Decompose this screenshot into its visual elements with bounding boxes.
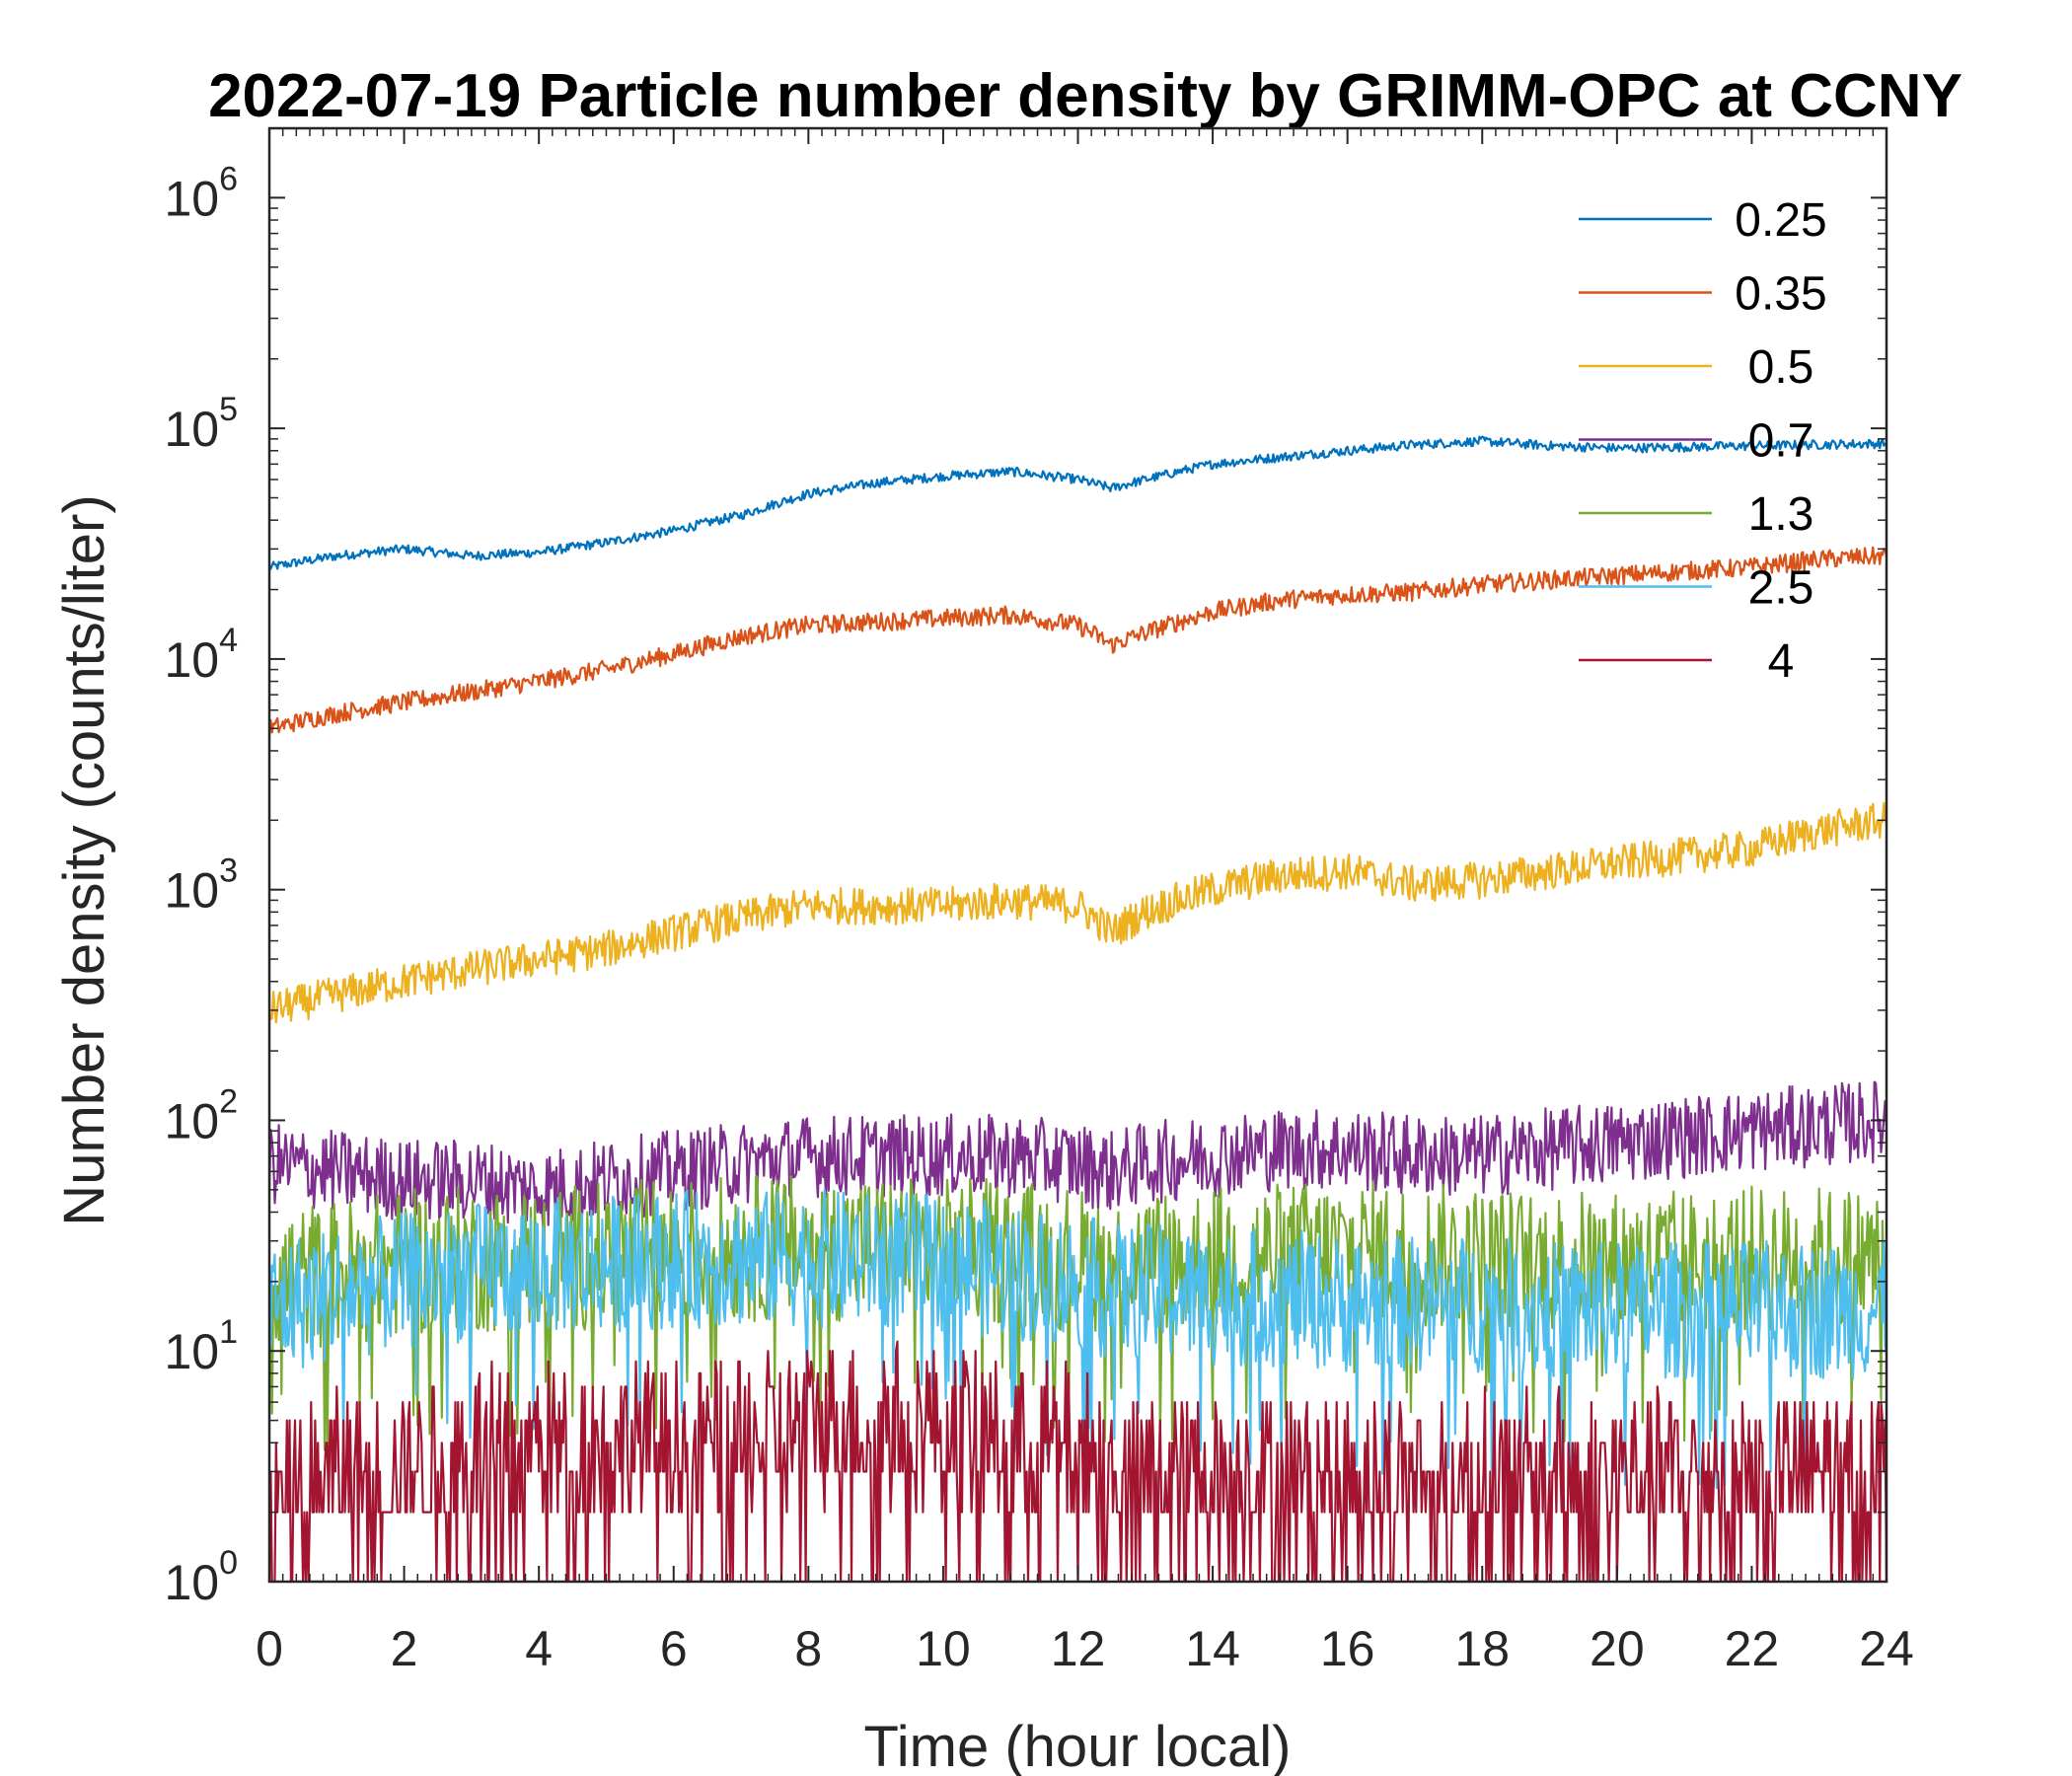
y-axis-tick-labels: 100 101 102 103 104 105 106 [164,160,238,1610]
x-tick-label: 14 [1185,1621,1240,1676]
x-axis-label: Time (hour local) [864,1715,1292,1776]
x-tick-label: 18 [1454,1621,1510,1676]
x-tick-label: 10 [916,1621,971,1676]
series-line-0-7 [267,1080,1888,1230]
legend: 0.25 0.35 0.5 0.7 1.3 2.5 4 [1579,194,1827,688]
y-tick-label: 105 [164,391,238,457]
x-tick-label: 22 [1725,1621,1780,1676]
legend-label: 0.7 [1748,415,1814,468]
y-tick-label: 101 [164,1313,238,1379]
y-tick-label: 103 [164,852,238,919]
y-tick-label: 106 [164,160,238,226]
x-tick-label: 6 [660,1621,688,1676]
series-line-2-5 [267,1189,1888,1490]
legend-label: 0.5 [1748,341,1814,394]
x-tick-label: 16 [1320,1621,1375,1676]
series-layer [267,435,1888,1584]
x-tick-label: 8 [794,1621,822,1676]
x-tick-label: 2 [391,1621,418,1676]
x-tick-label: 0 [256,1621,283,1676]
legend-label: 0.25 [1735,194,1826,247]
y-tick-label: 104 [164,622,238,688]
legend-label: 0.35 [1735,268,1826,321]
legend-label: 4 [1768,635,1795,688]
series-line-0-35 [267,546,1888,737]
x-tick-label: 24 [1859,1621,1914,1676]
series-line-0-25 [267,435,1887,570]
x-tick-label: 20 [1590,1621,1645,1676]
axis-ticks [268,128,1887,1583]
legend-label: 2.5 [1748,562,1814,615]
y-axis-label: Number density (counts/liter) [52,494,116,1225]
chart-title: 2022-07-19 Particle number density by GR… [208,62,1962,130]
legend-label: 1.3 [1748,488,1814,541]
series-line-0-5 [267,801,1888,1024]
y-tick-label: 100 [164,1544,238,1610]
x-tick-label: 12 [1051,1621,1106,1676]
x-tick-label: 4 [525,1621,553,1676]
x-axis-tick-labels: 0 2 4 6 8 10 12 14 16 18 20 22 24 [256,1621,1914,1676]
y-tick-label: 102 [164,1082,238,1148]
